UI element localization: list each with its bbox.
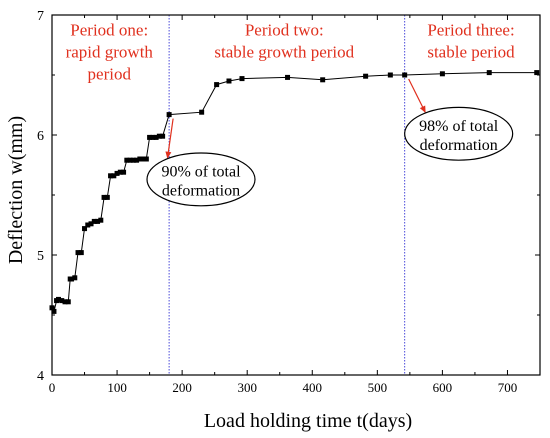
data-point	[51, 308, 57, 314]
y-tick-label: 5	[37, 249, 44, 264]
annotation-text-2: 98% of total	[419, 118, 499, 135]
y-axis-label: Deflection w(mm)	[5, 116, 27, 264]
period-label-1-line: rapid growth	[66, 42, 154, 61]
data-point	[387, 72, 393, 78]
data-point	[75, 250, 81, 256]
x-tick-label: 500	[368, 380, 388, 395]
data-point	[486, 70, 492, 76]
data-point	[82, 226, 88, 232]
data-point	[156, 133, 162, 139]
data-point	[534, 70, 540, 76]
annotation-text-1: 90% of total	[161, 163, 241, 180]
data-point	[439, 71, 445, 77]
data-point	[85, 222, 91, 228]
x-tick-label: 100	[107, 380, 127, 395]
data-point	[143, 156, 149, 162]
data-point	[402, 72, 408, 78]
data-point	[111, 173, 117, 179]
data-point	[239, 76, 245, 82]
data-point	[214, 82, 220, 88]
annotation-text-2: deformation	[420, 137, 498, 154]
data-point	[124, 157, 130, 163]
data-point	[153, 134, 159, 140]
data-point	[59, 298, 65, 304]
period-label-3-line: Period three:	[427, 20, 514, 39]
data-point	[49, 305, 55, 311]
data-point	[137, 156, 143, 162]
data-point	[95, 218, 101, 224]
data-point	[121, 169, 127, 175]
annotation-arrow-1	[165, 118, 174, 159]
data-point	[127, 157, 133, 163]
period-label-2-line: stable growth period	[214, 42, 354, 61]
data-point	[320, 77, 326, 83]
data-point	[104, 194, 110, 200]
period-label-3-line: stable period	[427, 42, 515, 61]
data-point	[108, 173, 114, 179]
data-point	[88, 221, 94, 227]
x-tick-label: 600	[433, 380, 453, 395]
x-tick-label: 300	[237, 380, 257, 395]
y-tick-label: 7	[37, 9, 44, 24]
data-point	[130, 157, 136, 163]
data-point	[114, 170, 120, 176]
data-point	[62, 299, 68, 305]
data-point	[72, 275, 78, 281]
data-point	[78, 250, 84, 256]
data-point	[69, 276, 75, 282]
data-point	[98, 217, 104, 223]
y-tick-label: 6	[37, 129, 44, 144]
x-axis-label: Load holding time t(days)	[204, 410, 412, 432]
data-point	[199, 109, 205, 115]
data-point	[226, 78, 232, 84]
y-tick-label: 4	[37, 369, 44, 384]
x-tick-label: 400	[303, 380, 323, 395]
x-tick-label: 0	[49, 380, 56, 395]
x-tick-label: 700	[498, 380, 518, 395]
data-point	[166, 112, 172, 118]
period-label-1-line: Period one:	[70, 20, 148, 39]
data-point	[65, 299, 71, 305]
annotation-ellipse-2	[404, 106, 514, 161]
data-point	[140, 156, 146, 162]
x-tick-label: 200	[172, 380, 192, 395]
data-point	[150, 134, 156, 140]
data-point	[117, 169, 123, 175]
data-point	[147, 134, 153, 140]
annotation-ellipse-1	[146, 152, 256, 207]
data-point	[363, 73, 369, 79]
annotation-arrow-2	[408, 78, 426, 114]
data-point	[134, 157, 140, 163]
data-point	[285, 74, 291, 80]
period-label-1-line: period	[88, 64, 132, 83]
data-point	[56, 296, 62, 302]
data-point	[91, 218, 97, 224]
data-point	[101, 194, 107, 200]
data-point	[160, 133, 166, 139]
period-label-2-line: Period two:	[245, 20, 324, 39]
annotation-text-1: deformation	[162, 182, 240, 199]
